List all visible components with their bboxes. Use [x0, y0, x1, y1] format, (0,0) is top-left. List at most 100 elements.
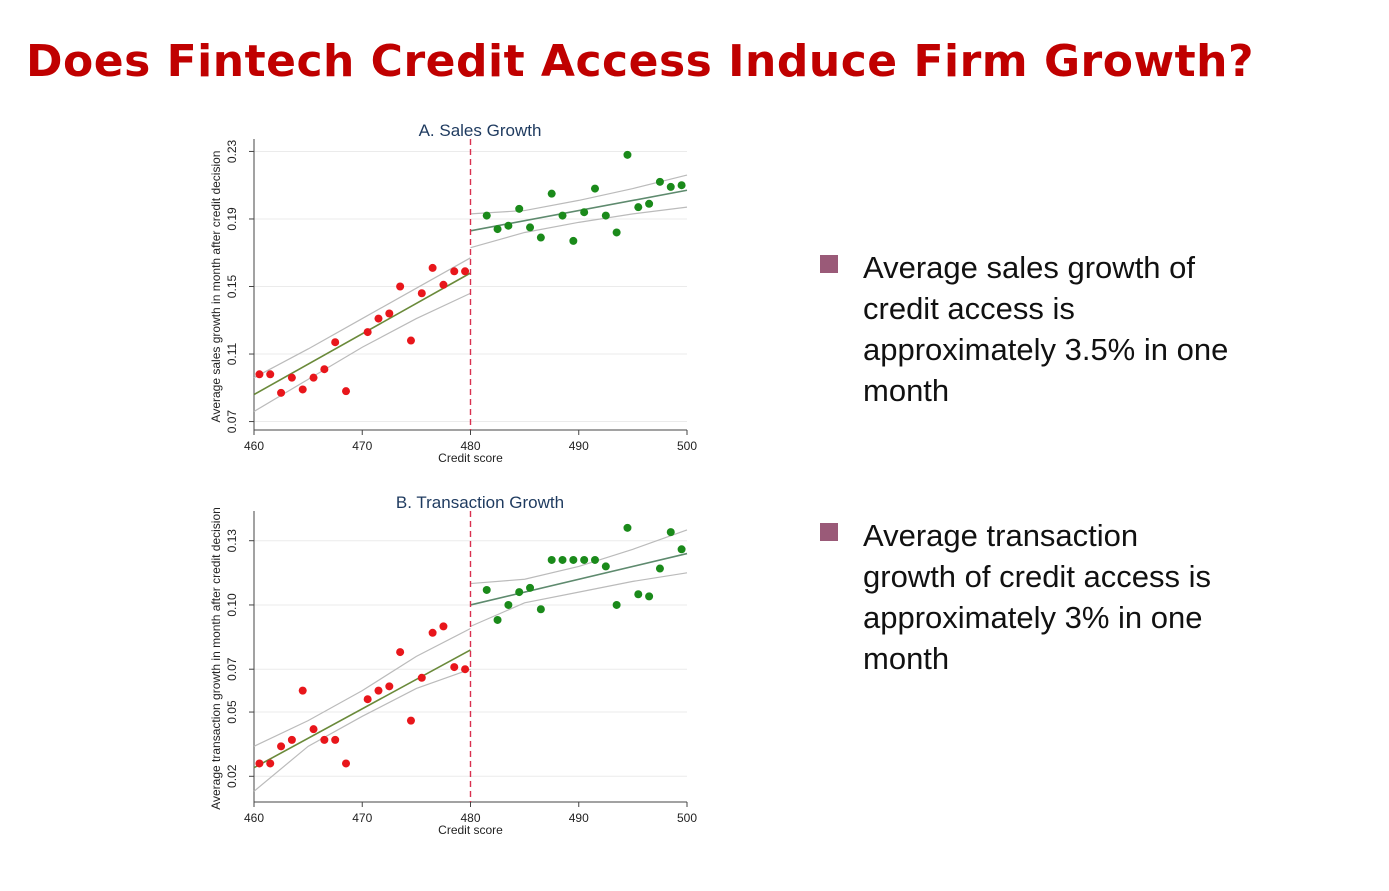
data-point [450, 267, 459, 276]
data-point [623, 523, 632, 532]
data-point [450, 663, 459, 672]
bullet-text-sales: Average sales growth of credit access is… [863, 250, 1229, 408]
bullet-marker [820, 255, 838, 273]
data-point [601, 562, 610, 571]
data-point [406, 336, 415, 345]
data-point [342, 759, 351, 768]
fit-line [470, 552, 688, 606]
data-point [569, 555, 578, 564]
x-axis-label: Credit score [438, 451, 503, 465]
ci-band-lower [253, 292, 471, 412]
x-tick-label: 500 [677, 439, 697, 453]
data-point [580, 555, 589, 564]
data-point [277, 388, 286, 397]
y-tick-label: 0.05 [225, 700, 239, 724]
data-point [612, 228, 621, 237]
data-point [374, 314, 383, 323]
data-point [287, 373, 296, 382]
ci-band-lower [253, 668, 471, 792]
data-point [504, 221, 513, 230]
data-point [482, 211, 491, 220]
x-tick-label: 470 [352, 439, 372, 453]
x-tick-label: 490 [569, 439, 589, 453]
data-point [504, 600, 513, 609]
fit-line [253, 272, 471, 396]
data-point [515, 204, 524, 213]
data-point [558, 555, 567, 564]
data-point [385, 682, 394, 691]
data-point [309, 373, 318, 382]
slide-title: Does Fintech Credit Access Induce Firm G… [26, 36, 1255, 87]
y-tick-label: 0.07 [225, 657, 239, 681]
data-point [461, 665, 470, 674]
data-point [580, 208, 589, 217]
data-point [331, 735, 340, 744]
data-point [277, 742, 286, 751]
data-point [428, 628, 437, 637]
data-point [515, 588, 524, 597]
y-tick-label: 0.02 [225, 764, 239, 788]
ci-band-upper [253, 627, 471, 747]
bullet-marker [820, 523, 838, 541]
data-point [677, 181, 686, 190]
ci-band-lower [470, 572, 688, 627]
x-tick-label: 460 [244, 811, 264, 825]
data-point [601, 211, 610, 220]
data-point [536, 605, 545, 614]
data-point [547, 189, 556, 198]
data-point [634, 590, 643, 599]
chart-sales-growth-svg: 0.07 0.11 0.15 0.19 0.23 460 470 480 490 500 A. Sa… [209, 121, 697, 465]
y-tick-label: 0.11 [225, 342, 239, 365]
y-axis-label: Average transaction growth in month afte… [209, 507, 223, 810]
data-point [558, 211, 567, 220]
data-point [655, 177, 664, 186]
x-tick-label: 480 [460, 439, 480, 453]
data-point [645, 592, 654, 601]
bullet-text-transaction: Average transaction growth of credit acc… [863, 518, 1212, 676]
data-point [461, 267, 470, 276]
data-point [526, 583, 535, 592]
data-point [406, 716, 415, 725]
x-tick-label: 500 [677, 811, 697, 825]
data-point [590, 184, 599, 193]
data-point [666, 182, 675, 191]
data-point [623, 150, 632, 159]
ci-band-upper [253, 257, 471, 379]
data-point [634, 203, 643, 212]
data-point [482, 585, 491, 594]
fit-line [253, 649, 471, 769]
data-point [266, 370, 275, 379]
data-point [547, 555, 556, 564]
x-tick-label: 480 [460, 811, 480, 825]
data-point [320, 365, 329, 374]
ci-band-upper [470, 529, 688, 585]
data-point [612, 600, 621, 609]
data-point [536, 233, 545, 242]
data-point [331, 338, 340, 347]
data-point [320, 735, 329, 744]
data-point [417, 289, 426, 298]
y-tick-label: 0.10 [225, 593, 239, 617]
x-axis-label: Credit score [438, 823, 503, 837]
data-point [287, 735, 296, 744]
data-point [396, 282, 405, 291]
data-point [417, 673, 426, 682]
y-tick-label: 0.19 [225, 207, 239, 231]
y-tick-label: 0.07 [225, 410, 239, 434]
data-point [493, 225, 502, 234]
data-point [590, 555, 599, 564]
data-point [655, 564, 664, 573]
data-point [666, 528, 675, 537]
data-point [569, 236, 578, 245]
y-axis-label: Average sales growth in month after cred… [209, 151, 223, 423]
data-point [374, 686, 383, 695]
data-point [396, 648, 405, 657]
data-point [363, 695, 372, 704]
y-tick-label: 0.23 [225, 139, 239, 163]
data-point [309, 725, 318, 734]
data-point [526, 223, 535, 232]
data-point [255, 370, 264, 379]
x-tick-label: 460 [244, 439, 264, 453]
y-tick-label: 0.13 [225, 529, 239, 553]
data-point [439, 280, 448, 289]
